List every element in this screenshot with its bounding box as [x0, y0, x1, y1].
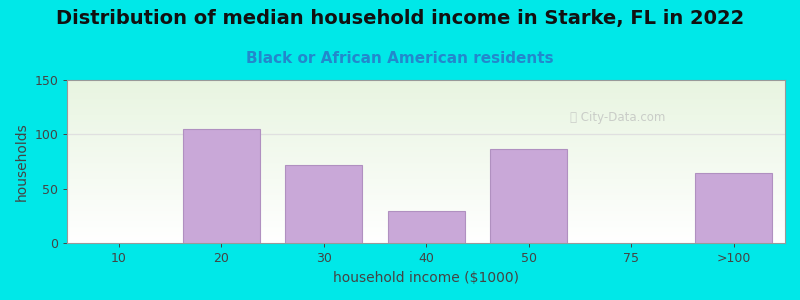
- Bar: [388, 211, 465, 243]
- Text: Distribution of median household income in Starke, FL in 2022: Distribution of median household income …: [56, 9, 744, 28]
- Text: ⓘ City-Data.com: ⓘ City-Data.com: [570, 111, 665, 124]
- Bar: [695, 172, 772, 243]
- Text: Black or African American residents: Black or African American residents: [246, 51, 554, 66]
- Bar: [182, 129, 260, 243]
- Bar: [490, 148, 567, 243]
- X-axis label: household income ($1000): household income ($1000): [334, 271, 519, 285]
- Y-axis label: households: households: [15, 122, 29, 201]
- Bar: [286, 165, 362, 243]
